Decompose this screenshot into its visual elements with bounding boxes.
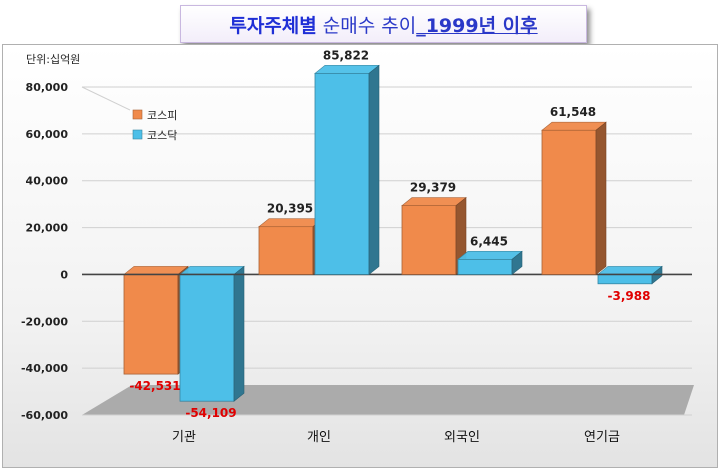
x-tick-label: 연기금 — [584, 430, 620, 445]
bar-코스피-외국인 — [401, 196, 467, 276]
chart-title: 투자주체별 순매수 추이 _1999년 이후 — [180, 5, 587, 43]
bar-front — [179, 274, 235, 402]
x-tick-label: 외국인 — [444, 430, 480, 445]
bar-top — [258, 218, 324, 227]
bar-front — [258, 226, 314, 275]
bar-코스닥-개인 — [314, 64, 380, 276]
bar-side — [368, 64, 380, 276]
data-label: 29,379 — [410, 181, 456, 195]
title-part-1: 투자주체별 — [229, 14, 317, 37]
y-tick-label: 20,000 — [26, 222, 69, 235]
bar-front — [457, 258, 513, 275]
bar-코스피-개인 — [258, 218, 324, 276]
data-label: -54,109 — [185, 406, 236, 420]
data-label: 85,822 — [323, 48, 369, 62]
grid-diagonal — [81, 86, 131, 111]
unit-label: 단위:십억원 — [26, 53, 80, 66]
y-tick-label: 40,000 — [26, 175, 69, 188]
y-tick-label: 60,000 — [26, 128, 69, 141]
bar-top — [314, 65, 380, 74]
y-tick-label: 0 — [60, 268, 68, 281]
y-tick-label: 80,000 — [26, 81, 69, 94]
bar-top — [457, 251, 523, 260]
legend-label: 코스닥 — [147, 129, 177, 142]
bar-side — [595, 121, 607, 276]
data-label: -42,531 — [129, 379, 180, 393]
bar-코스닥-외국인 — [457, 250, 523, 276]
bar-side — [233, 265, 245, 402]
data-label: 61,548 — [550, 105, 596, 119]
bar-코스피-기관 — [123, 265, 189, 375]
bar-front — [401, 205, 457, 275]
data-label: 20,395 — [267, 202, 313, 216]
bar-top — [179, 266, 245, 275]
x-tick-label: 개인 — [307, 430, 331, 445]
bar-top — [541, 121, 607, 131]
bar-front — [541, 129, 597, 275]
legend-label: 코스피 — [147, 109, 177, 122]
y-tick-label: -60,000 — [21, 409, 68, 422]
y-tick-label: -20,000 — [21, 315, 68, 328]
bar-front — [123, 274, 179, 375]
data-label: 6,445 — [470, 234, 508, 248]
y-tick-label: -40,000 — [21, 362, 68, 375]
bar-front — [314, 72, 370, 275]
legend-swatch — [132, 109, 143, 120]
data-label: -3,988 — [608, 289, 651, 303]
bar-top — [123, 266, 189, 275]
bar-top — [401, 197, 467, 206]
bar-코스닥-기관 — [179, 265, 245, 402]
title-part-3: _1999년 이후 — [416, 14, 538, 37]
bar-side — [511, 250, 523, 276]
legend-swatch — [132, 129, 143, 140]
bar-front — [597, 274, 653, 285]
bar-코스피-연기금 — [541, 121, 607, 276]
bar-top — [597, 266, 663, 275]
x-tick-label: 기관 — [172, 430, 196, 445]
title-part-2: 순매수 추이 — [322, 14, 417, 37]
